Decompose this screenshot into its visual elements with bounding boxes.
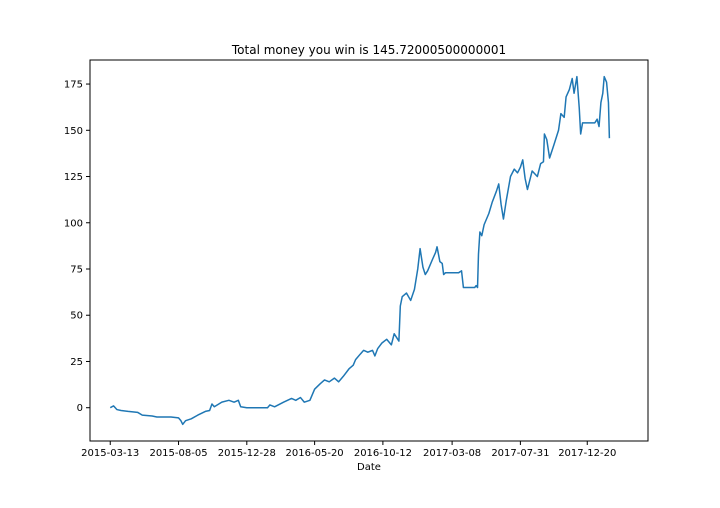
- x-tick-label: 2016-05-20: [286, 448, 344, 459]
- y-tick-label: 75: [70, 264, 83, 275]
- y-tick-label: 175: [64, 80, 83, 91]
- y-tick-label: 125: [64, 172, 83, 183]
- x-axis: 2015-03-13 2015-08-05 2015-12-28 2016-05-20…: [81, 441, 616, 459]
- chart-title: Total money you win is 145.7200050000000…: [231, 43, 506, 57]
- y-tick-label: 25: [70, 357, 83, 368]
- x-tick-label: 2016-10-12: [354, 448, 412, 459]
- y-tick-label: 50: [70, 311, 83, 322]
- plot-area: [90, 60, 648, 441]
- y-tick-label: 0: [77, 403, 83, 414]
- x-tick-label: 2017-03-08: [423, 448, 481, 459]
- x-tick-label: 2017-07-31: [491, 448, 549, 459]
- series-line: [109, 75, 611, 426]
- x-tick-label: 2015-03-13: [81, 448, 139, 459]
- x-tick-label: 2017-12-20: [558, 448, 616, 459]
- y-tick-label: 100: [64, 218, 83, 229]
- plot-frame: [89, 59, 649, 442]
- x-tick-label: 2015-12-28: [218, 448, 276, 459]
- x-tick-label: 2015-08-05: [149, 448, 207, 459]
- x-axis-label: Date: [357, 462, 381, 473]
- y-tick-label: 150: [64, 126, 83, 137]
- y-axis: 0 25 50 75 100 125 150 175: [64, 80, 90, 414]
